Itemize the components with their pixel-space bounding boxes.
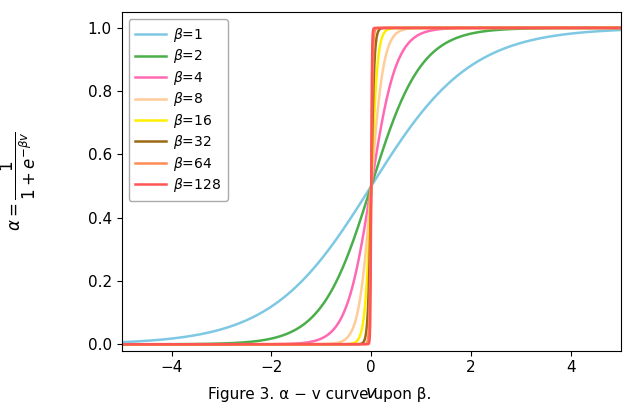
- Line: $\beta$=8: $\beta$=8: [122, 28, 621, 344]
- $\beta$=32: [603, 25, 611, 30]
- $\beta$=4: [143, 342, 151, 347]
- $\beta$=1: [602, 28, 610, 33]
- $\beta$=16: [143, 342, 151, 347]
- $\beta$=16: [118, 342, 125, 347]
- $\beta$=2: [511, 27, 518, 31]
- Text: Figure 3. α − v curve upon β.: Figure 3. α − v curve upon β.: [208, 387, 432, 402]
- $\beta$=2: [143, 342, 151, 347]
- $\beta$=32: [425, 25, 433, 30]
- $\beta$=16: [482, 25, 490, 30]
- $\beta$=8: [603, 25, 611, 30]
- Line: $\beta$=64: $\beta$=64: [122, 28, 621, 344]
- $\beta$=1: [348, 215, 355, 220]
- $\beta$=8: [602, 25, 610, 30]
- $\beta$=4: [511, 25, 518, 30]
- $\beta$=4: [360, 226, 368, 231]
- $\beta$=64: [396, 25, 404, 30]
- Legend: $\beta$=1, $\beta$=2, $\beta$=4, $\beta$=8, $\beta$=16, $\beta$=32, $\beta$=64, : $\beta$=1, $\beta$=2, $\beta$=4, $\beta$…: [129, 19, 228, 201]
- $\beta$=1: [118, 340, 125, 345]
- $\beta$=32: [143, 342, 151, 347]
- $\beta$=4: [602, 25, 610, 30]
- $\beta$=16: [602, 25, 610, 30]
- $\beta$=1: [143, 339, 151, 343]
- $\beta$=8: [143, 342, 151, 347]
- $\beta$=64: [603, 25, 611, 30]
- $\beta$=8: [348, 330, 355, 334]
- $\beta$=4: [602, 25, 610, 30]
- X-axis label: $v$: $v$: [365, 384, 378, 402]
- Y-axis label: $\alpha = \dfrac{1}{1 + e^{-\beta v}}$: $\alpha = \dfrac{1}{1 + e^{-\beta v}}$: [0, 131, 38, 231]
- $\beta$=2: [360, 205, 368, 210]
- $\beta$=4: [348, 289, 355, 294]
- $\beta$=8: [596, 25, 604, 30]
- $\beta$=8: [511, 25, 518, 30]
- $\beta$=64: [617, 25, 625, 30]
- $\beta$=32: [118, 342, 125, 347]
- $\beta$=128: [617, 25, 625, 30]
- $\beta$=16: [348, 341, 355, 346]
- $\beta$=1: [602, 28, 610, 33]
- Line: $\beta$=16: $\beta$=16: [122, 28, 621, 344]
- $\beta$=128: [602, 25, 610, 30]
- $\beta$=128: [348, 342, 355, 347]
- $\beta$=64: [602, 25, 610, 30]
- $\beta$=1: [360, 195, 368, 199]
- $\beta$=4: [617, 25, 625, 30]
- $\beta$=2: [602, 25, 610, 30]
- $\beta$=16: [511, 25, 519, 30]
- $\beta$=64: [360, 342, 368, 347]
- $\beta$=32: [511, 25, 519, 30]
- $\beta$=32: [360, 338, 368, 343]
- $\beta$=16: [617, 25, 625, 30]
- Line: $\beta$=32: $\beta$=32: [122, 28, 621, 344]
- $\beta$=128: [381, 25, 389, 30]
- $\beta$=16: [603, 25, 611, 30]
- $\beta$=8: [118, 342, 125, 347]
- $\beta$=16: [360, 310, 368, 315]
- $\beta$=32: [348, 342, 355, 347]
- $\beta$=64: [118, 342, 125, 347]
- Line: $\beta$=2: $\beta$=2: [122, 28, 621, 344]
- $\beta$=64: [348, 342, 355, 347]
- $\beta$=128: [143, 342, 151, 347]
- $\beta$=2: [118, 342, 125, 347]
- $\beta$=2: [348, 244, 355, 249]
- $\beta$=1: [511, 42, 518, 47]
- $\beta$=64: [511, 25, 519, 30]
- Line: $\beta$=128: $\beta$=128: [122, 28, 621, 344]
- $\beta$=4: [118, 342, 125, 347]
- Line: $\beta$=1: $\beta$=1: [122, 30, 621, 342]
- $\beta$=128: [118, 342, 125, 347]
- $\beta$=128: [360, 342, 368, 347]
- $\beta$=8: [360, 263, 368, 268]
- $\beta$=32: [602, 25, 610, 30]
- $\beta$=32: [617, 25, 625, 30]
- $\beta$=2: [617, 25, 625, 30]
- Line: $\beta$=4: $\beta$=4: [122, 28, 621, 344]
- $\beta$=1: [617, 28, 625, 33]
- $\beta$=8: [617, 25, 625, 30]
- $\beta$=128: [603, 25, 611, 30]
- $\beta$=128: [511, 25, 519, 30]
- $\beta$=2: [602, 25, 610, 30]
- $\beta$=64: [143, 342, 151, 347]
